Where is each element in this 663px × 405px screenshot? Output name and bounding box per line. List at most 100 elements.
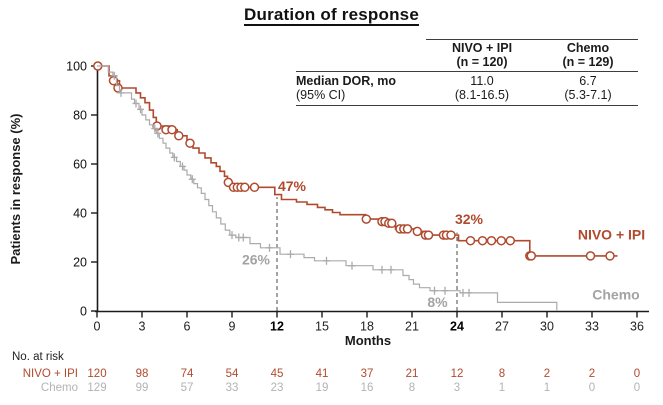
table-corner-cell	[296, 39, 426, 72]
at-risk-value: 23	[270, 382, 284, 394]
at-risk-value: 8	[498, 368, 506, 380]
censor-circle-icon	[185, 138, 195, 148]
at-risk-value: 12	[450, 368, 464, 380]
at-risk-heading: No. at risk	[12, 351, 64, 363]
y-tick-label: 100	[66, 60, 87, 74]
at-risk-value: 33	[225, 382, 239, 394]
annotation-8pct: 8%	[427, 294, 448, 310]
censor-circle-icon	[423, 230, 434, 240]
x-tick-label: 9	[229, 320, 236, 334]
at-risk-value: 98	[135, 368, 149, 380]
at-risk-value: 21	[405, 368, 419, 380]
censor-circle-icon	[361, 214, 372, 224]
x-tick-label: 33	[585, 320, 599, 334]
table-col-header-chemo: Chemo (n = 129)	[538, 39, 638, 72]
col-n: (n = 120)	[456, 55, 508, 69]
x-tick-label: 15	[315, 320, 329, 334]
at-risk-value: 0	[588, 382, 596, 394]
censor-circle-icon	[486, 235, 497, 246]
at-risk-value: 16	[360, 382, 374, 394]
annotation-47pct: 47%	[278, 178, 307, 194]
median-value: 11.0	[470, 74, 494, 88]
y-tick-label: 20	[73, 256, 87, 270]
censor-circle-icon	[174, 131, 184, 141]
x-tick-label: 3	[139, 320, 146, 334]
censor-circle-icon	[477, 235, 488, 246]
at-risk-value: 8	[408, 382, 416, 394]
y-axis-title: Patients in response (%)	[8, 114, 23, 265]
x-tick-label: 30	[540, 320, 554, 334]
row-label: Median DOR, mo	[296, 74, 397, 88]
x-tick-label: 12	[270, 320, 284, 334]
title-row: Duration of response	[0, 5, 663, 25]
row-sublabel: (95% CI)	[296, 88, 346, 102]
y-tick-label: 40	[73, 207, 87, 221]
ci-value: (8.1-16.5)	[454, 88, 510, 102]
at-risk-row-chemo: Chemo 129 99 57 33 23 19 16 8 3 1 1 0 0	[0, 382, 663, 396]
at-risk-value: 3	[453, 382, 461, 394]
at-risk-value: 120	[87, 368, 107, 380]
x-tick-label: 24	[450, 320, 464, 334]
x-tick-label: 0	[94, 320, 101, 334]
at-risk-value: 129	[87, 382, 107, 394]
censor-circle-icon	[412, 226, 423, 237]
censor-circle-icon	[249, 182, 260, 193]
censor-circle-icon	[585, 251, 596, 261]
at-risk-row-nivo-ipi: NIVO + IPI 120 98 74 54 45 41 37 21 12 8 2 2 0	[0, 368, 663, 382]
censor-circle-icon	[240, 182, 250, 193]
at-risk-value: 1	[543, 382, 551, 394]
table-value-nivo-ipi: 11.0 (8.1-16.5)	[426, 72, 538, 106]
at-risk-value: 74	[180, 368, 194, 380]
annotation-32pct: 32%	[455, 211, 484, 227]
table-row-label: Median DOR, mo (95% CI)	[296, 72, 426, 106]
x-tick-label: 6	[184, 320, 191, 334]
censor-circle-icon	[465, 235, 476, 246]
median-dor-table: NIVO + IPI (n = 120) Chemo (n = 129) Med…	[296, 39, 638, 106]
censor-circle-icon	[505, 235, 516, 246]
annotation-26pct: 26%	[242, 252, 271, 268]
at-risk-value: 2	[543, 368, 551, 380]
at-risk-value: 41	[315, 368, 329, 380]
at-risk-row-label: NIVO + IPI	[22, 368, 78, 380]
median-value: 6.7	[579, 74, 597, 88]
chemo-curve	[97, 65, 558, 311]
at-risk-value: 19	[315, 382, 329, 394]
chart-title: Duration of response	[244, 5, 419, 24]
censor-circle-icon	[496, 235, 507, 246]
number-at-risk-table: No. at risk NIVO + IPI 120 98 74 54 45 41 37 21…	[0, 349, 663, 405]
col-n: (n = 129)	[562, 55, 614, 69]
at-risk-value: 99	[135, 382, 149, 394]
censor-circle-icon	[387, 218, 397, 229]
censor-circle-icon	[167, 124, 177, 135]
curve-label-chemo: Chemo	[592, 286, 639, 302]
at-risk-value: 45	[270, 368, 284, 380]
at-risk-value: 1	[498, 382, 506, 394]
table-col-header-nivo-ipi: NIVO + IPI (n = 120)	[426, 39, 538, 72]
y-tick-label: 60	[73, 158, 87, 172]
at-risk-value: 0	[633, 382, 641, 394]
curve-label-nivo-ipi: NIVO + IPI	[578, 226, 645, 242]
censor-circle-icon	[108, 75, 119, 86]
x-tick-label: 36	[630, 320, 644, 334]
at-risk-value: 57	[180, 382, 194, 394]
censor-circle-icon	[446, 230, 456, 240]
censor-circle-icon	[402, 224, 413, 234]
y-tick-label: 80	[73, 109, 87, 123]
col-name: NIVO + IPI	[451, 41, 513, 55]
x-axis-title: Months	[345, 333, 391, 348]
at-risk-value: 0	[633, 368, 641, 380]
col-name: Chemo	[566, 41, 610, 55]
ci-value: (5.3-7.1)	[564, 88, 612, 102]
table-value-chemo: 6.7 (5.3-7.1)	[538, 72, 638, 106]
at-risk-value: 54	[225, 368, 239, 380]
censor-circle-icon	[605, 251, 615, 261]
at-risk-row-label: Chemo	[40, 382, 78, 394]
y-tick-label: 0	[80, 305, 87, 319]
at-risk-value: 2	[588, 368, 596, 380]
at-risk-value: 37	[360, 368, 374, 380]
censor-circle-icon	[526, 251, 537, 261]
x-tick-label: 18	[360, 320, 374, 334]
x-tick-label: 27	[495, 320, 509, 334]
